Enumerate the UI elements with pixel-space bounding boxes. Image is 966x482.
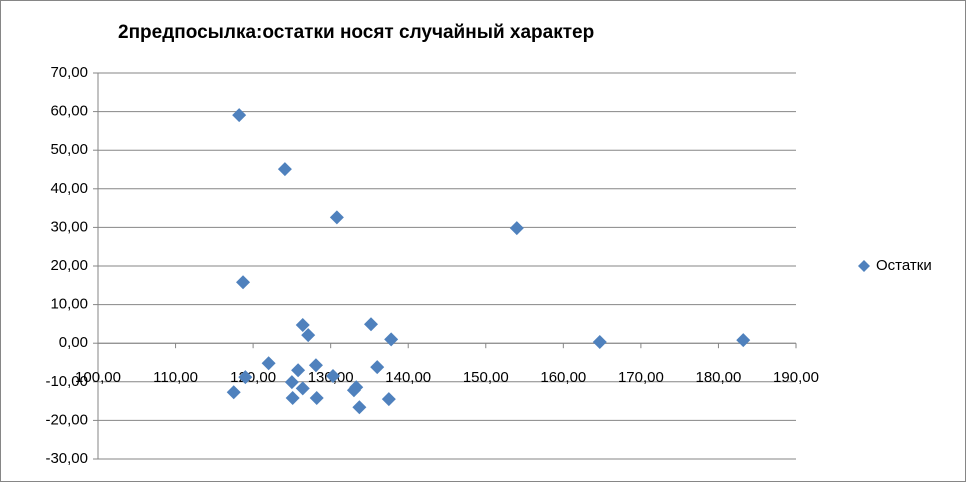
- chart-title: 2предпосылка:остатки носят случайный хар…: [118, 22, 594, 43]
- point: [509, 221, 524, 236]
- y-tick-label: 60,00: [50, 103, 88, 120]
- legend-marker: [858, 260, 870, 272]
- point: [363, 317, 378, 332]
- x-tick-label: 180,00: [695, 369, 741, 386]
- point: [277, 162, 292, 177]
- point: [236, 275, 251, 290]
- point: [238, 370, 253, 385]
- x-tick-label: 120,00: [230, 369, 276, 386]
- point: [295, 381, 310, 396]
- point: [381, 392, 396, 407]
- point: [232, 108, 247, 123]
- x-tick-label: 190,00: [773, 369, 819, 386]
- y-tick-label: -10,00: [45, 373, 88, 390]
- x-tick-label: 150,00: [463, 369, 509, 386]
- x-tick-label: 140,00: [385, 369, 431, 386]
- point: [346, 383, 361, 398]
- point: [285, 391, 300, 406]
- point: [736, 333, 751, 348]
- point: [261, 356, 276, 371]
- x-tick-label: 110,00: [153, 369, 198, 386]
- point: [370, 360, 385, 375]
- x-tick-label: 100,00: [75, 369, 121, 386]
- point: [284, 375, 299, 390]
- point: [308, 358, 323, 373]
- point: [295, 318, 310, 333]
- y-tick-label: 50,00: [50, 141, 88, 158]
- y-tick-label: -20,00: [45, 411, 88, 428]
- y-tick-label: 40,00: [50, 180, 88, 197]
- y-tick-label: 0,00: [59, 334, 88, 351]
- point: [384, 332, 399, 347]
- y-tick-label: 20,00: [50, 257, 88, 274]
- y-tick-label: 30,00: [50, 218, 88, 235]
- point: [309, 391, 324, 406]
- point: [291, 363, 306, 378]
- point: [329, 210, 344, 225]
- legend-label: Остатки: [876, 257, 932, 274]
- x-tick-label: 170,00: [618, 369, 664, 386]
- point: [325, 369, 340, 384]
- x-tick-label: 160,00: [540, 369, 586, 386]
- y-tick-label: 70,00: [50, 64, 88, 81]
- point: [352, 400, 367, 415]
- y-tick-label: -30,00: [45, 450, 88, 467]
- point: [226, 385, 241, 400]
- point: [301, 328, 316, 343]
- point: [592, 335, 607, 350]
- y-tick-label: 10,00: [50, 296, 88, 313]
